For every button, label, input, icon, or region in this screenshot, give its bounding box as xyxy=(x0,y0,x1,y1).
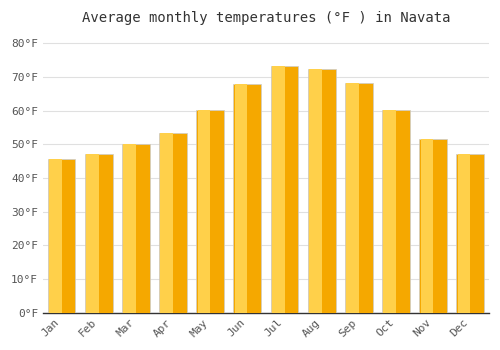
Bar xyxy=(234,84,262,313)
Title: Average monthly temperatures (°F ) in Navata: Average monthly temperatures (°F ) in Na… xyxy=(82,11,450,25)
Bar xyxy=(458,154,470,313)
Bar xyxy=(270,66,298,313)
Bar xyxy=(309,69,322,313)
Bar xyxy=(159,133,187,313)
Bar xyxy=(419,139,447,313)
Bar xyxy=(122,144,150,313)
Bar xyxy=(308,69,336,313)
Bar xyxy=(346,83,359,313)
Bar xyxy=(49,160,62,313)
Bar xyxy=(124,144,136,313)
Bar xyxy=(235,84,248,313)
Bar xyxy=(86,154,99,313)
Bar xyxy=(345,83,373,313)
Bar xyxy=(420,139,433,313)
Bar xyxy=(85,154,112,313)
Bar xyxy=(48,160,76,313)
Bar xyxy=(198,110,210,313)
Bar xyxy=(272,66,284,313)
Bar xyxy=(456,154,484,313)
Bar xyxy=(160,133,173,313)
Bar xyxy=(382,110,410,313)
Bar xyxy=(196,110,224,313)
Bar xyxy=(384,110,396,313)
